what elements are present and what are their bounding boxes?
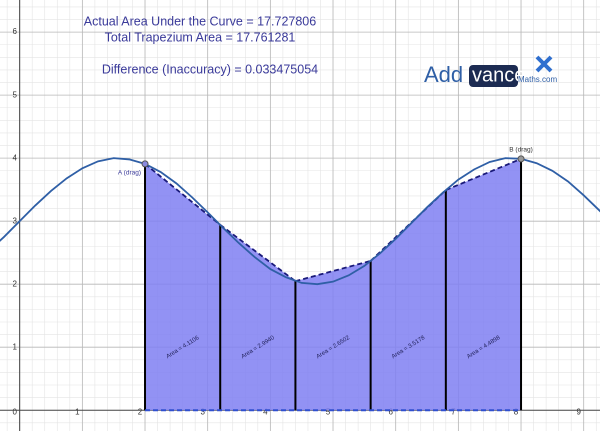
x-tick-label: 1 — [75, 407, 80, 416]
x-tick-label: 5 — [326, 407, 331, 416]
x-tick-label: 9 — [576, 407, 581, 416]
point-a — [141, 160, 149, 168]
curve — [0, 157, 600, 286]
logo-x — [535, 55, 553, 73]
x-tick-label: 7 — [451, 407, 456, 416]
y-tick-label: 3 — [12, 216, 17, 225]
x-tick-label: 0 — [12, 407, 17, 416]
x-tick-label: 4 — [263, 407, 268, 416]
point-a-label: A (drag) — [118, 170, 141, 177]
logo-add: Add — [424, 62, 463, 87]
trapezium — [445, 158, 522, 411]
y-tick-label: 6 — [12, 27, 17, 36]
y-tick-label: 1 — [12, 342, 17, 351]
trapezium-top — [295, 260, 371, 283]
logo-box — [469, 65, 518, 87]
x-tick-label: 2 — [138, 407, 143, 416]
point-b — [517, 155, 525, 163]
x-tick-label: 3 — [200, 407, 205, 416]
logo: Add vance Maths.com — [424, 55, 557, 87]
logo-vance: vance — [472, 64, 525, 86]
trapezium — [220, 224, 296, 411]
difference: Difference (Inaccuracy) = 0.033475054 — [102, 62, 318, 76]
actual-area: Actual Area Under the Curve = 17.727806 — [84, 14, 316, 28]
plot: Area = 4.1106 Area = 2.9940 Area = 2.6502 A… — [0, 155, 600, 412]
logo-maths: Maths.com — [518, 75, 557, 84]
trapezium-top — [445, 158, 522, 191]
y-tick-label: 4 — [12, 153, 17, 162]
x-tick-label: 6 — [388, 407, 393, 416]
x-tick-label: 8 — [514, 407, 519, 416]
y-tick-label: 5 — [12, 90, 17, 99]
trapezium-area: Total Trapezium Area = 17.761281 — [105, 30, 296, 44]
point-b-label: B (drag) — [509, 147, 532, 154]
trapezium — [145, 163, 221, 411]
trapezium — [295, 260, 371, 411]
y-tick-label: 2 — [12, 279, 17, 288]
trapezium-top — [144, 163, 221, 226]
